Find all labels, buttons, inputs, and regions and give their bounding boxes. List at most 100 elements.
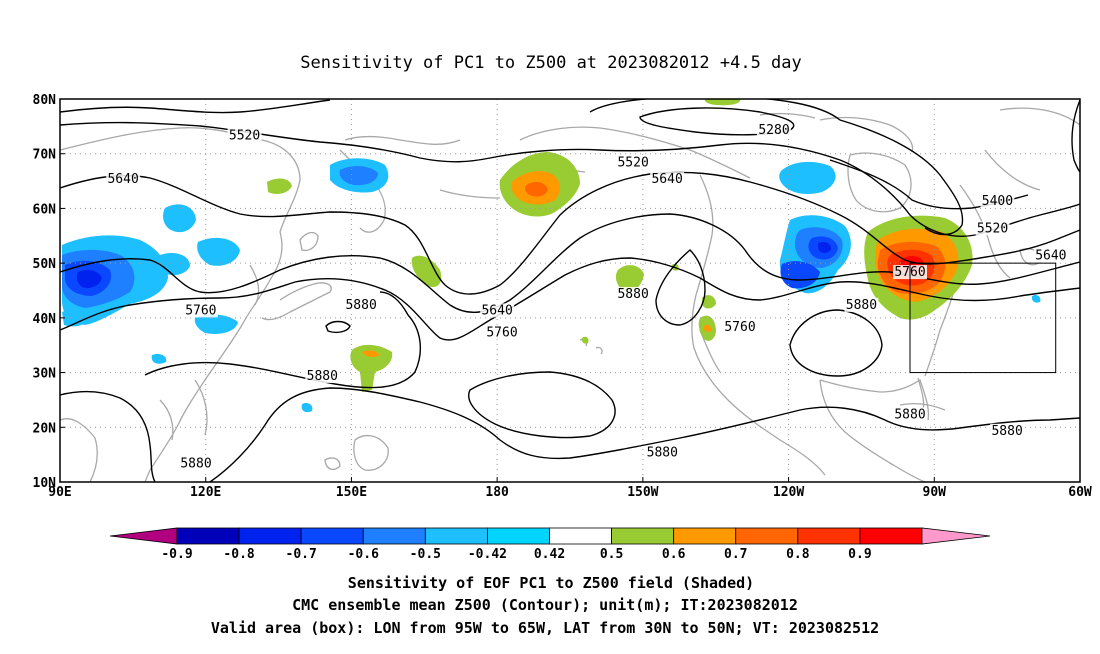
colorbar-swatch	[673, 527, 737, 545]
lon-tick-label: 150E	[336, 485, 367, 500]
valid-area-box	[909, 262, 1057, 374]
contour-label: 5640	[481, 303, 512, 318]
shade-blob-negative-asia-north	[163, 204, 196, 233]
lat-tick-label: 20N	[33, 421, 57, 436]
shade-blob-positive-pacific-mid-core	[362, 350, 380, 357]
contour-label: 5880	[647, 446, 678, 461]
contour-label-bg	[757, 122, 791, 137]
z500-contours	[60, 99, 1080, 482]
footer-line-3: Valid area (box): LON from 95W to 65W, L…	[211, 619, 879, 637]
lon-tick-label: 180	[485, 485, 509, 500]
contour-label: 5520	[977, 221, 1008, 236]
map-frame	[59, 98, 1081, 483]
contour-label-bg	[990, 423, 1025, 438]
shade-blob-positive-pacific-mid	[350, 344, 393, 392]
colorbar-tick-label: 0.7	[724, 547, 747, 562]
colorbar-tick-label: -0.9	[161, 547, 192, 562]
contour-label-bg	[227, 128, 262, 143]
sensitivity-shading	[62, 99, 1041, 413]
colorbar-tick-label: 0.42	[534, 547, 565, 562]
lat-tick-label: 40N	[33, 312, 57, 327]
contour-label-bg	[305, 369, 340, 384]
contour-5880-south2	[144, 314, 421, 389]
contour-5880	[60, 257, 1080, 341]
contour-label: 5880	[307, 369, 338, 384]
shade-blob-negative-canada-north	[779, 161, 836, 194]
colorbar-swatch	[549, 527, 612, 545]
footer-line-1: Sensitivity of EOF PC1 to Z500 field (Sh…	[348, 574, 754, 592]
colorbar-swatch	[487, 527, 550, 545]
lat-tick-label: 80N	[33, 93, 57, 108]
colorbar-swatch	[362, 527, 426, 545]
colorbar-tick-label: 0.8	[786, 547, 810, 562]
colorbar-tick-label: 0.9	[848, 547, 871, 562]
contour-label-bg	[893, 407, 927, 422]
shade-blob-negative-small1	[151, 353, 167, 364]
contour-label: 5280	[758, 123, 789, 138]
shade-blob-positive-bering-peak	[525, 182, 548, 197]
shade-blob-negative-canada-south	[780, 261, 820, 289]
contour-label-bg	[344, 297, 379, 312]
lat-tick-label: 10N	[33, 476, 57, 491]
contour-label-bg	[650, 172, 685, 187]
contour-5880-closed-us	[789, 309, 883, 377]
contour-5880-south	[60, 390, 156, 482]
shade-blob-positive-arctic	[704, 99, 741, 106]
contour-5760-trough	[655, 249, 706, 326]
colorbar-swatch	[611, 527, 675, 545]
contour-label-bg	[480, 303, 515, 318]
contour-label: 5880	[180, 457, 211, 472]
colorbar-swatch	[176, 527, 240, 545]
shade-blob-negative-asia-mid	[197, 237, 240, 266]
lat-tick-label: 30N	[33, 367, 57, 382]
shade-blob-positive-pacific-east	[615, 265, 644, 292]
contour-label-bg	[106, 172, 141, 187]
shade-blob-positive-north-pacific	[411, 255, 442, 288]
lon-tick-label: 120E	[190, 485, 221, 500]
shade-blob-positive-coast-west2-core	[703, 324, 712, 332]
shade-blob-negative-canada-peak	[818, 241, 832, 253]
contour-5640	[60, 171, 1080, 295]
colorbar-tick-label: 0.6	[662, 547, 686, 562]
figure-title: Sensitivity of PC1 to Z500 at 2023082012…	[300, 53, 802, 73]
colorbar-tick-label: -0.6	[348, 547, 379, 562]
shade-blob-positive-sea-okhotsk	[267, 178, 292, 194]
contour-label: 5760	[185, 303, 216, 318]
contour-label-bg	[183, 303, 218, 318]
colorbar-tick-label: 0.5	[600, 547, 623, 562]
contour-label-bg	[723, 319, 757, 334]
lon-tick-label: 120W	[773, 485, 804, 500]
contour-label-bg	[616, 286, 651, 301]
contour-5400-north	[589, 99, 964, 236]
contour-label: 5880	[991, 424, 1022, 439]
colorbar-arrow-left	[109, 527, 178, 545]
colorbar-tick-label: -0.7	[286, 547, 317, 562]
colorbar-swatch	[300, 527, 364, 545]
colorbar-swatch	[797, 527, 861, 545]
shade-blob-negative-small2	[301, 402, 313, 413]
colorbar-tick-label: -0.42	[468, 547, 507, 562]
contour-label: 5640	[107, 172, 138, 187]
contour-label: 5760	[724, 320, 755, 335]
contour-label-bg	[485, 325, 519, 340]
contour-5760	[60, 213, 1080, 313]
lon-tick-label: 150W	[627, 485, 658, 500]
contour-label: 5880	[617, 287, 648, 302]
contour-5400-west	[60, 99, 331, 114]
contour-label-bg	[844, 297, 879, 312]
contour-label: 5640	[651, 172, 682, 187]
contour-5880-pacific-south	[379, 291, 409, 316]
lon-tick-label: 90E	[48, 485, 71, 500]
lat-tick-label: 60N	[33, 202, 57, 217]
contour-label-bg	[645, 445, 680, 460]
contour-label-bg	[179, 456, 213, 471]
contour-label: 5880	[846, 298, 877, 313]
colorbar-swatch	[735, 527, 799, 545]
contour-small-loop	[325, 320, 351, 334]
colorbar-tick-label: -0.8	[223, 547, 254, 562]
contour-label-bg	[980, 193, 1015, 208]
contour-label: 5520	[229, 128, 260, 143]
colorbar-tick-label: -0.5	[410, 547, 441, 562]
contour-greenland	[1071, 99, 1080, 173]
